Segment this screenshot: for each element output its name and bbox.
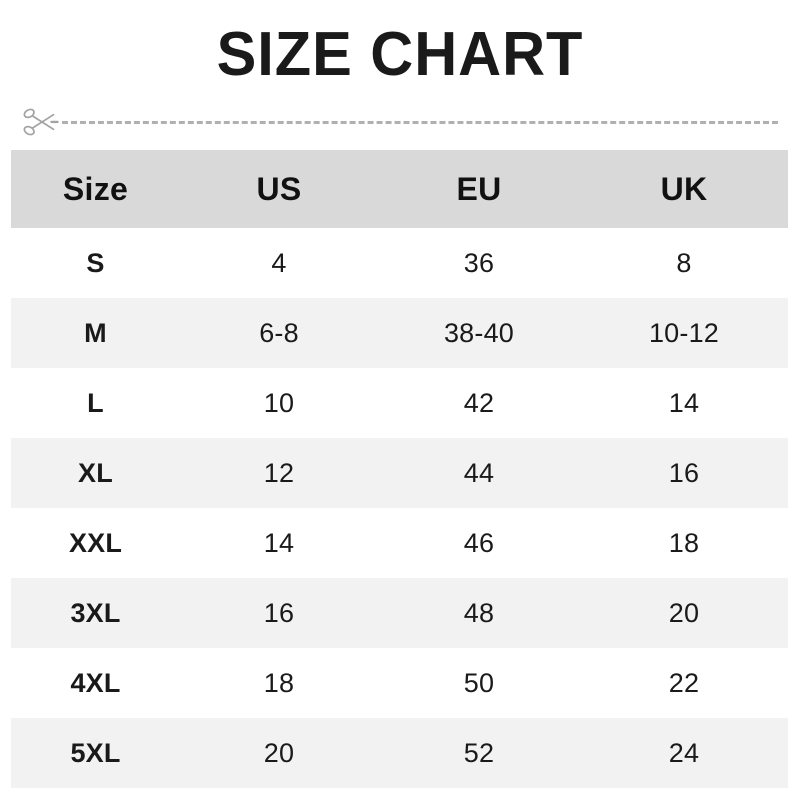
table-row: M 6-8 38-40 10-12: [11, 298, 788, 368]
cell-us: 6-8: [180, 298, 378, 368]
cell-us: 4: [180, 228, 378, 298]
page-title-container: SIZE CHART: [0, 22, 800, 87]
cut-line: [22, 104, 778, 140]
cell-size: M: [11, 298, 180, 368]
table-row: XXL 14 46 18: [11, 508, 788, 578]
table-row: S 4 36 8: [11, 228, 788, 298]
cell-eu: 52: [378, 718, 580, 788]
cell-us: 10: [180, 368, 378, 438]
cell-uk: 8: [580, 228, 788, 298]
column-header-us: US: [180, 150, 378, 228]
cell-eu: 42: [378, 368, 580, 438]
dashed-cut-line: [62, 121, 778, 124]
size-chart-table: Size US EU UK S 4 36 8 M 6-8 38-40 10-12…: [11, 150, 788, 788]
cell-size: 4XL: [11, 648, 180, 718]
cell-size: XXL: [11, 508, 180, 578]
cell-us: 20: [180, 718, 378, 788]
column-header-size: Size: [11, 150, 180, 228]
cell-eu: 44: [378, 438, 580, 508]
cell-uk: 18: [580, 508, 788, 578]
column-header-uk: UK: [580, 150, 788, 228]
cell-uk: 22: [580, 648, 788, 718]
cell-size: 3XL: [11, 578, 180, 648]
cell-size: L: [11, 368, 180, 438]
table-row: XL 12 44 16: [11, 438, 788, 508]
table-row: L 10 42 14: [11, 368, 788, 438]
page-title: SIZE CHART: [216, 20, 584, 89]
table-row: 5XL 20 52 24: [11, 718, 788, 788]
cell-us: 16: [180, 578, 378, 648]
cell-eu: 46: [378, 508, 580, 578]
scissors-icon: [22, 105, 60, 139]
cell-us: 12: [180, 438, 378, 508]
cell-us: 18: [180, 648, 378, 718]
column-header-eu: EU: [378, 150, 580, 228]
cell-uk: 16: [580, 438, 788, 508]
cell-eu: 36: [378, 228, 580, 298]
cell-uk: 10-12: [580, 298, 788, 368]
cell-uk: 14: [580, 368, 788, 438]
cell-size: 5XL: [11, 718, 180, 788]
cell-size: XL: [11, 438, 180, 508]
table-row: 4XL 18 50 22: [11, 648, 788, 718]
table-row: 3XL 16 48 20: [11, 578, 788, 648]
table-header-row: Size US EU UK: [11, 150, 788, 228]
cell-uk: 20: [580, 578, 788, 648]
cell-eu: 50: [378, 648, 580, 718]
cell-uk: 24: [580, 718, 788, 788]
cell-eu: 48: [378, 578, 580, 648]
cell-size: S: [11, 228, 180, 298]
cell-eu: 38-40: [378, 298, 580, 368]
cell-us: 14: [180, 508, 378, 578]
